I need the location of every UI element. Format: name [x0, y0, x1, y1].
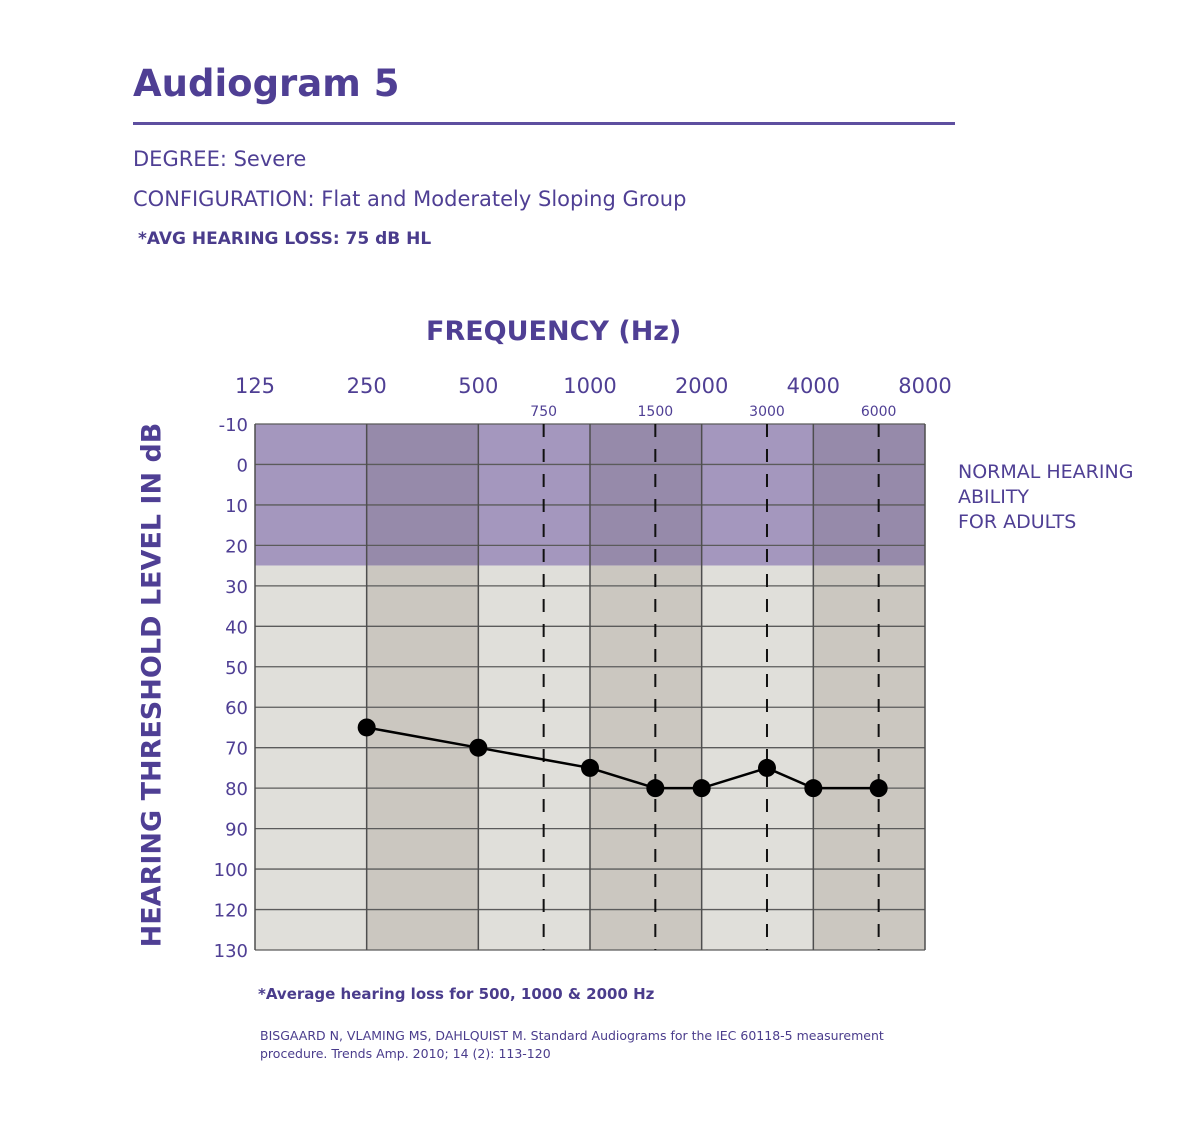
normal-hearing-line-1: NORMAL HEARING [958, 461, 1134, 483]
threshold-point [581, 758, 599, 777]
threshold-point [869, 779, 888, 798]
threshold-point [692, 779, 711, 798]
grid-band [590, 565, 702, 950]
y-tick-label: 80 [225, 779, 248, 800]
title-divider [133, 122, 955, 125]
threshold-point [469, 738, 488, 757]
y-tick-label: 50 [225, 658, 248, 679]
y-tick-label: 70 [225, 739, 248, 760]
normal-hearing-label: NORMAL HEARING ABILITY FOR ADULTS [958, 460, 1133, 535]
threshold-point [357, 718, 376, 737]
threshold-point [804, 779, 823, 798]
y-tick-label: 100 [214, 860, 248, 881]
normal-zone-band [701, 424, 814, 566]
y-tick-label: 0 [237, 455, 248, 476]
x-tick-label: 1000 [563, 374, 616, 398]
avg-hearing-loss-text: *AVG HEARING LOSS: 75 dB HL [138, 229, 432, 249]
normal-zone-band [366, 424, 479, 566]
threshold-point [757, 758, 776, 777]
x-minor-tick-label: 6000 [861, 404, 897, 420]
x-tick-label: 500 [458, 374, 498, 398]
y-tick-label: 10 [225, 496, 248, 517]
normal-zone-band [255, 424, 367, 566]
y-tick-label: 130 [214, 941, 248, 962]
grid-band [813, 565, 925, 950]
reference-line-2: procedure. Trends Amp. 2010; 14 (2): 113… [260, 1046, 551, 1061]
footnote: *Average hearing loss for 500, 1000 & 20… [258, 985, 655, 1003]
x-tick-label: 125 [235, 374, 275, 398]
y-tick-label: 30 [225, 577, 248, 598]
configuration-text: CONFIGURATION: Flat and Moderately Slopi… [133, 187, 687, 211]
y-tick-label: 90 [225, 820, 248, 841]
x-tick-label: 2000 [675, 374, 728, 398]
degree-text: DEGREE: Severe [133, 147, 307, 171]
reference-citation: BISGAARD N, VLAMING MS, DAHLQUIST M. Sta… [260, 1027, 884, 1063]
x-minor-tick-label: 3000 [749, 404, 785, 420]
grid-band [255, 565, 367, 950]
y-tick-label: 40 [225, 617, 248, 638]
normal-hearing-line-3: FOR ADULTS [958, 511, 1077, 533]
x-tick-label: 8000 [898, 374, 951, 398]
y-tick-label: 20 [225, 536, 248, 557]
y-tick-label: -10 [219, 415, 248, 436]
x-axis-title: FREQUENCY (Hz) [426, 316, 682, 347]
grid-band [701, 565, 814, 950]
x-minor-tick-label: 750 [530, 404, 557, 420]
grid-band [366, 565, 479, 950]
normal-zone-band [478, 424, 590, 566]
normal-zone-band [813, 424, 925, 566]
reference-line-1: BISGAARD N, VLAMING MS, DAHLQUIST M. Sta… [260, 1028, 884, 1043]
x-tick-label: 250 [347, 374, 387, 398]
threshold-point [646, 779, 665, 798]
x-tick-label: 4000 [787, 374, 840, 398]
audiogram-title: Audiogram 5 [133, 62, 400, 105]
y-tick-label: 60 [225, 698, 248, 719]
normal-zone-band [590, 424, 702, 566]
normal-hearing-line-2: ABILITY [958, 486, 1030, 508]
y-tick-label: 120 [214, 901, 248, 922]
x-minor-tick-label: 1500 [638, 404, 674, 420]
